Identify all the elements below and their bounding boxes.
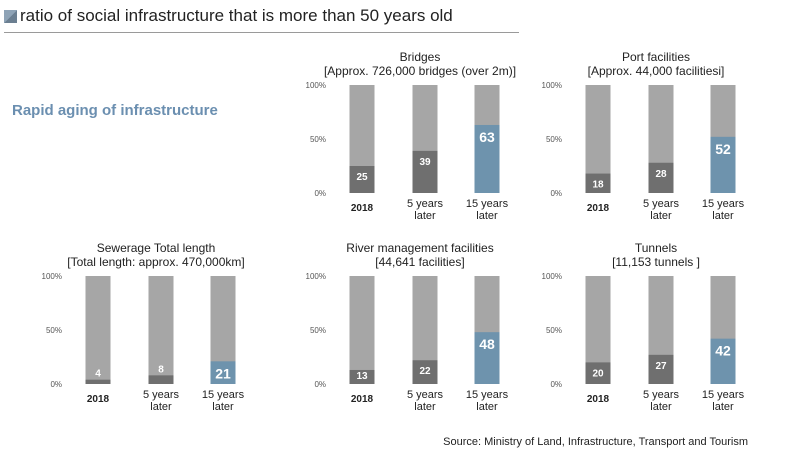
x-tick-label: 15 years later	[466, 198, 509, 222]
bar-value	[710, 338, 736, 384]
chart-title: Bridges	[399, 50, 441, 64]
chart-title: Tunnels	[634, 241, 678, 255]
bar-value	[585, 362, 611, 384]
x-tick-label: 2018	[587, 203, 610, 214]
data-label: 63	[479, 129, 495, 145]
y-tick-label: 50%	[310, 326, 326, 335]
bar-value	[648, 354, 674, 384]
page-title: ratio of social infrastructure that is m…	[20, 6, 453, 25]
x-tick-label: 5 years later	[643, 389, 680, 413]
data-label: 42	[715, 343, 731, 359]
y-tick-label: 0%	[550, 380, 562, 389]
y-tick-label: 100%	[542, 272, 562, 281]
bar-value	[648, 162, 674, 193]
bar-value	[412, 360, 438, 384]
bar-background	[148, 276, 174, 384]
y-tick-label: 50%	[46, 326, 62, 335]
x-tick-label: 2018	[351, 203, 374, 214]
data-label: 27	[655, 361, 667, 372]
bar-value	[85, 379, 111, 384]
x-tick-label: 5 years later	[643, 198, 680, 222]
data-label: 25	[356, 172, 368, 183]
data-label: 4	[95, 369, 101, 380]
x-tick-label: 2018	[87, 394, 110, 405]
bar-background	[85, 276, 111, 384]
chart-title: Port facilities	[621, 50, 691, 64]
x-tick-label: 5 years later	[407, 198, 444, 222]
chart-subtitle: [Approx. 726,000 bridges (over 2m)]	[323, 64, 517, 78]
y-tick-label: 0%	[314, 189, 326, 198]
header: ratio of social infrastructure that is m…	[4, 6, 524, 36]
y-tick-label: 100%	[542, 81, 562, 90]
chart-title: Sewerage Total length	[96, 241, 216, 255]
chart-title: River management facilities	[346, 241, 494, 255]
y-tick-label: 100%	[42, 272, 62, 281]
chart-svg: 0% 50% 100% 18 2018 28 5 years later 52 15 years l…	[542, 81, 745, 222]
x-tick-label: 5 years later	[143, 389, 180, 413]
x-tick-label: 15 years later	[202, 389, 245, 413]
data-label: 18	[592, 180, 604, 191]
data-label: 21	[215, 365, 231, 381]
x-tick-label: 15 years later	[702, 198, 745, 222]
bar-value	[585, 173, 611, 193]
bar-value	[148, 375, 174, 384]
x-tick-label: 2018	[351, 394, 374, 405]
chart-panel-port-facilities: Port facilities [Approx. 44,000 faciliti…	[526, 50, 786, 240]
x-tick-label: 2018	[587, 394, 610, 405]
chart-subtitle: [Total length: approx. 470,000km]	[67, 255, 245, 269]
data-label: 48	[479, 336, 495, 352]
chart-svg: 0% 50% 100% 13 2018 22 5 years later 48 15 years l…	[306, 272, 509, 413]
x-tick-label: 5 years later	[407, 389, 444, 413]
chart-subtitle: [Approx. 44,000 facilitiesi]	[587, 64, 725, 78]
bar-value	[210, 361, 236, 384]
header-divider	[4, 32, 519, 33]
bar-background	[349, 276, 375, 384]
bar-value	[349, 166, 375, 193]
data-label: 28	[655, 169, 667, 180]
y-tick-label: 0%	[314, 380, 326, 389]
data-label: 20	[592, 368, 604, 379]
chart-svg: 0% 50% 100% 20 2018 27 5 years later 42 15 years l…	[542, 272, 745, 413]
x-tick-label: 15 years later	[702, 389, 745, 413]
chart-svg: 0% 50% 100% 25 2018 39 5 years later 63 15 years l…	[306, 81, 509, 222]
data-label: 13	[356, 371, 368, 382]
source-note: Source: Ministry of Land, Infrastructure…	[443, 436, 748, 448]
y-tick-label: 50%	[546, 326, 562, 335]
data-label: 8	[158, 364, 164, 375]
square-gradient-icon	[4, 10, 17, 23]
bar-value	[349, 369, 375, 384]
chart-subtitle: [44,641 facilities]	[375, 255, 465, 269]
x-tick-label: 15 years later	[466, 389, 509, 413]
chart-subtitle: [11,153 tunnels ]	[612, 255, 700, 269]
data-label: 52	[715, 141, 731, 157]
y-tick-label: 100%	[306, 81, 326, 90]
y-tick-label: 50%	[310, 135, 326, 144]
data-label: 39	[419, 157, 431, 168]
bar-value	[474, 332, 500, 384]
y-tick-label: 50%	[546, 135, 562, 144]
page-subtitle: Rapid aging of infrastructure	[12, 102, 218, 119]
data-label: 22	[419, 366, 431, 377]
chart-panel-sewerage: Sewerage Total length [Total length: app…	[26, 241, 286, 431]
y-tick-label: 0%	[550, 189, 562, 198]
chart-panel-tunnels: Tunnels [11,153 tunnels ] 0% 50% 100% 20 201…	[526, 241, 786, 431]
bar-value	[710, 136, 736, 193]
chart-panel-river-management: River management facilities [44,641 faci…	[290, 241, 550, 431]
y-tick-label: 0%	[50, 380, 62, 389]
chart-svg: 0% 50% 100% 4 2018 8 5 years later 21 15 years lat…	[42, 272, 245, 413]
chart-panel-bridges: Bridges [Approx. 726,000 bridges (over 2…	[290, 50, 550, 240]
bar-value	[474, 124, 500, 193]
y-tick-label: 100%	[306, 272, 326, 281]
bar-value	[412, 150, 438, 193]
